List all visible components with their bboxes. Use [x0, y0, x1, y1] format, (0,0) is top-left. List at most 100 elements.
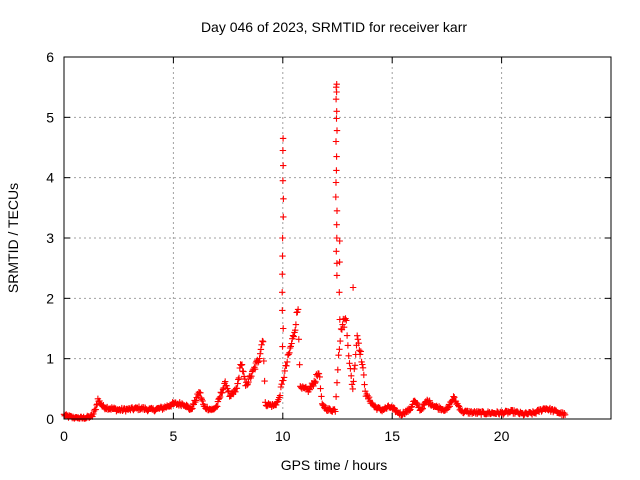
data-point: [336, 346, 343, 353]
data-point: [257, 346, 265, 353]
data-point: [295, 336, 302, 343]
y-tick-label: 5: [46, 109, 54, 125]
data-point: [277, 383, 285, 391]
data-point: [279, 252, 286, 260]
data-point: [184, 402, 191, 409]
data-point: [445, 404, 452, 411]
data-point: [332, 138, 340, 145]
data-point: [332, 408, 339, 415]
data-point: [294, 306, 302, 313]
data-point: [318, 393, 325, 400]
data-point: [188, 405, 195, 413]
data-point: [333, 260, 341, 267]
data-point: [240, 368, 247, 375]
x-tick-label: 10: [275, 428, 291, 444]
data-point: [219, 386, 227, 393]
x-tick-label: 5: [170, 428, 178, 444]
data-point: [333, 127, 341, 134]
y-tick-label: 4: [46, 170, 54, 186]
data-point: [348, 372, 355, 379]
data-point: [245, 378, 252, 386]
data-point: [238, 362, 245, 369]
data-point: [254, 359, 262, 366]
data-point: [333, 108, 340, 115]
data-point: [336, 237, 343, 245]
data-point: [285, 351, 292, 358]
data-point: [279, 307, 286, 314]
data-point: [310, 382, 317, 390]
data-point: [279, 234, 286, 242]
data-point: [261, 377, 268, 385]
data-point: [290, 333, 297, 340]
data-point: [359, 364, 367, 371]
data-point: [233, 385, 241, 392]
data-point: [92, 406, 99, 413]
data-point: [258, 341, 265, 348]
x-tick-label: 20: [494, 428, 510, 444]
data-point: [292, 321, 300, 328]
x-tick-label: 0: [60, 428, 68, 444]
data-point: [276, 392, 284, 399]
data-point: [333, 88, 340, 96]
data-point: [336, 316, 343, 323]
data-point: [351, 365, 358, 373]
data-point: [435, 403, 443, 410]
data-point: [356, 347, 363, 354]
data-point: [279, 177, 287, 184]
data-point: [333, 221, 340, 228]
data-point: [296, 361, 303, 368]
data-point: [337, 337, 344, 345]
data-point: [332, 96, 340, 103]
data-point: [280, 374, 288, 381]
data-point: [317, 385, 324, 392]
data-point: [349, 284, 357, 291]
data-point: [343, 332, 351, 339]
data-point: [235, 376, 242, 383]
data-point: [312, 378, 319, 386]
data-point: [260, 357, 267, 365]
data-point: [333, 379, 341, 386]
data-point: [281, 367, 288, 375]
data-point: [333, 207, 341, 214]
data-point: [192, 397, 200, 404]
data-point: [279, 135, 287, 142]
data-point: [259, 338, 267, 345]
data-point: [256, 355, 263, 362]
data-point: [280, 213, 287, 221]
data-point: [333, 234, 340, 242]
data-point: [223, 382, 230, 389]
data-point: [283, 362, 290, 369]
data-point: [279, 343, 286, 350]
data-point: [195, 389, 203, 396]
data-point: [344, 342, 352, 349]
data-point: [279, 271, 286, 278]
grid-lines: [64, 57, 611, 419]
data-point: [336, 289, 343, 296]
data-point: [355, 340, 362, 347]
data-point: [336, 258, 343, 266]
data-point: [351, 362, 359, 369]
data-point: [345, 352, 352, 359]
data-point: [354, 332, 361, 339]
data-point: [333, 248, 340, 255]
data-point: [216, 395, 223, 402]
data-point: [197, 394, 205, 402]
data-point: [340, 324, 348, 331]
data-point: [241, 375, 249, 383]
data-point: [451, 394, 458, 401]
data-point: [199, 397, 206, 405]
data-point: [288, 340, 295, 347]
data-point: [361, 381, 368, 388]
data-point: [212, 404, 219, 411]
data-point: [426, 397, 433, 404]
data-point: [280, 325, 287, 332]
data-point: [360, 371, 367, 379]
y-tick-label: 3: [46, 230, 54, 246]
x-axis-label: GPS time / hours: [281, 457, 388, 473]
data-point: [333, 272, 341, 279]
data-point: [235, 374, 243, 382]
data-point: [279, 147, 287, 154]
data-point: [419, 405, 426, 412]
y-tick-label: 2: [46, 290, 54, 306]
